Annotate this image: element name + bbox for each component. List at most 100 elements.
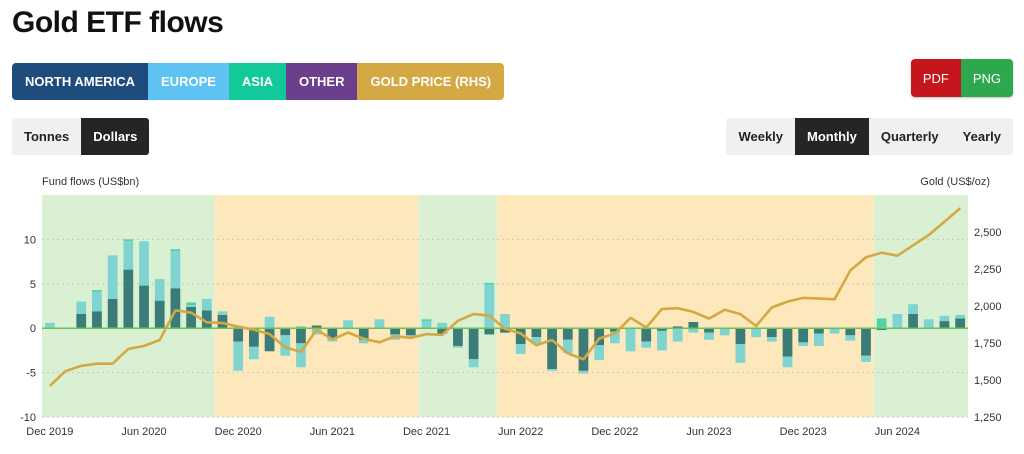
bar-europe-jul-2021 — [343, 320, 353, 328]
bar-north-america-apr-2022 — [484, 328, 494, 334]
bar-europe-mar-2024 — [845, 335, 855, 340]
dollars-toggle[interactable]: Dollars — [81, 118, 149, 155]
right-axis-title: Gold (US$/oz) — [920, 176, 990, 188]
bar-north-america-feb-2020 — [76, 314, 86, 328]
bar-north-america-mar-2021 — [280, 328, 290, 335]
x-axis-tick-label: Dec 2023 — [780, 426, 827, 438]
bar-europe-mar-2023 — [657, 331, 667, 351]
left-axis-tick-label: 5 — [30, 279, 36, 291]
bar-europe-apr-2023 — [673, 328, 683, 341]
left-axis-tick-label: -10 — [20, 412, 36, 424]
bar-europe-jul-2020 — [155, 280, 165, 300]
bar-north-america-mar-2023 — [657, 328, 667, 331]
bar-europe-dec-2019 — [45, 323, 55, 328]
bar-europe-sep-2024 — [940, 316, 950, 321]
tonnes-toggle[interactable]: Tonnes — [12, 118, 81, 155]
bar-asia-mar-2020 — [92, 290, 102, 292]
bar-europe-aug-2021 — [359, 340, 369, 344]
x-axis-tick-label: Jun 2021 — [310, 426, 355, 438]
bar-europe-nov-2023 — [783, 357, 793, 368]
bar-europe-nov-2021 — [406, 335, 416, 337]
bar-asia-jul-2020 — [155, 279, 165, 280]
bar-europe-aug-2023 — [736, 344, 746, 363]
page-title: Gold ETF flows — [12, 6, 223, 40]
regime-band-3 — [497, 195, 874, 417]
left-axis-title: Fund flows (US$bn) — [42, 176, 139, 188]
bar-north-america-may-2020 — [123, 270, 133, 329]
x-axis-tick-label: Jun 2023 — [686, 426, 731, 438]
bar-europe-oct-2021 — [390, 334, 400, 339]
bar-north-america-sep-2022 — [563, 328, 573, 340]
bar-north-america-jul-2024 — [908, 314, 918, 328]
bar-europe-jun-2020 — [139, 241, 149, 285]
bar-north-america-mar-2024 — [845, 328, 855, 335]
weekly-toggle[interactable]: Weekly — [726, 118, 795, 155]
right-axis-tick-label: 1,250 — [974, 412, 1002, 424]
quarterly-toggle[interactable]: Quarterly — [869, 118, 951, 155]
bar-europe-mar-2022 — [469, 359, 479, 367]
legend-europe-button[interactable]: EUROPE — [148, 63, 229, 100]
legend-asia-button[interactable]: ASIA — [229, 63, 286, 100]
bar-north-america-nov-2023 — [783, 328, 793, 356]
bar-north-america-sep-2024 — [940, 321, 950, 328]
left-axis-tick-label: -5 — [26, 368, 36, 380]
regime-band-4 — [874, 195, 968, 417]
left-axis-tick-label: 10 — [24, 234, 36, 246]
bar-north-america-jul-2020 — [155, 301, 165, 329]
x-axis-tick-label: Jun 2024 — [875, 426, 920, 438]
bar-north-america-jan-2021 — [249, 328, 259, 347]
bar-north-america-sep-2020 — [186, 307, 196, 328]
legend-other-button[interactable]: OTHER — [286, 63, 358, 100]
right-axis-tick-label: 2,500 — [974, 227, 1002, 239]
bar-europe-mar-2020 — [92, 292, 102, 312]
bar-europe-aug-2022 — [547, 369, 557, 371]
bar-europe-jan-2021 — [249, 347, 259, 359]
right-axis-tick-label: 2,000 — [974, 301, 1002, 313]
bar-north-america-oct-2022 — [579, 328, 589, 371]
bar-europe-feb-2021 — [265, 317, 275, 329]
bar-europe-feb-2022 — [453, 346, 463, 348]
png-export-button[interactable]: PNG — [961, 59, 1013, 97]
series-legend: NORTH AMERICA EUROPE ASIA OTHER GOLD PRI… — [12, 63, 504, 100]
bar-europe-apr-2020 — [108, 255, 118, 299]
bar-europe-sep-2023 — [751, 328, 761, 337]
legend-gold-price-button[interactable]: GOLD PRICE (RHS) — [357, 63, 504, 100]
bar-europe-jan-2022 — [437, 323, 447, 328]
bar-north-america-aug-2023 — [736, 328, 746, 344]
bar-north-america-nov-2020 — [218, 315, 228, 328]
bar-europe-jun-2021 — [327, 339, 337, 342]
bar-north-america-jun-2020 — [139, 286, 149, 329]
bar-north-america-nov-2021 — [406, 328, 416, 335]
bar-north-america-jun-2021 — [327, 328, 337, 339]
monthly-toggle[interactable]: Monthly — [795, 118, 869, 155]
bar-north-america-feb-2023 — [641, 328, 651, 341]
bar-europe-feb-2024 — [830, 328, 840, 333]
bar-europe-nov-2022 — [594, 345, 604, 360]
bar-europe-oct-2020 — [202, 299, 212, 311]
bar-north-america-oct-2023 — [767, 328, 777, 337]
pdf-export-button[interactable]: PDF — [911, 59, 961, 97]
bar-north-america-apr-2020 — [108, 299, 118, 328]
bar-europe-aug-2020 — [171, 251, 181, 288]
bar-europe-dec-2022 — [610, 332, 620, 344]
bar-europe-apr-2022 — [484, 285, 494, 329]
bar-north-america-jul-2022 — [532, 328, 542, 337]
bar-europe-jun-2022 — [516, 344, 526, 354]
bar-europe-oct-2024 — [955, 315, 965, 319]
bar-asia-may-2024 — [877, 318, 887, 327]
bar-europe-jun-2023 — [704, 333, 714, 340]
bar-europe-jul-2023 — [720, 328, 730, 335]
bar-europe-dec-2023 — [798, 342, 808, 346]
yearly-toggle[interactable]: Yearly — [951, 118, 1013, 155]
bar-europe-jan-2024 — [814, 334, 824, 346]
bar-north-america-jun-2022 — [516, 328, 526, 344]
bar-north-america-may-2022 — [500, 328, 510, 332]
x-axis-tick-label: Dec 2021 — [403, 426, 450, 438]
bar-europe-jul-2024 — [908, 304, 918, 314]
x-axis-tick-label: Jun 2020 — [121, 426, 166, 438]
bar-asia-apr-2021 — [296, 326, 306, 328]
legend-north-america-button[interactable]: NORTH AMERICA — [12, 63, 148, 100]
bar-asia-may-2020 — [123, 239, 133, 241]
bar-europe-aug-2024 — [924, 319, 934, 328]
bar-asia-aug-2020 — [171, 249, 181, 251]
